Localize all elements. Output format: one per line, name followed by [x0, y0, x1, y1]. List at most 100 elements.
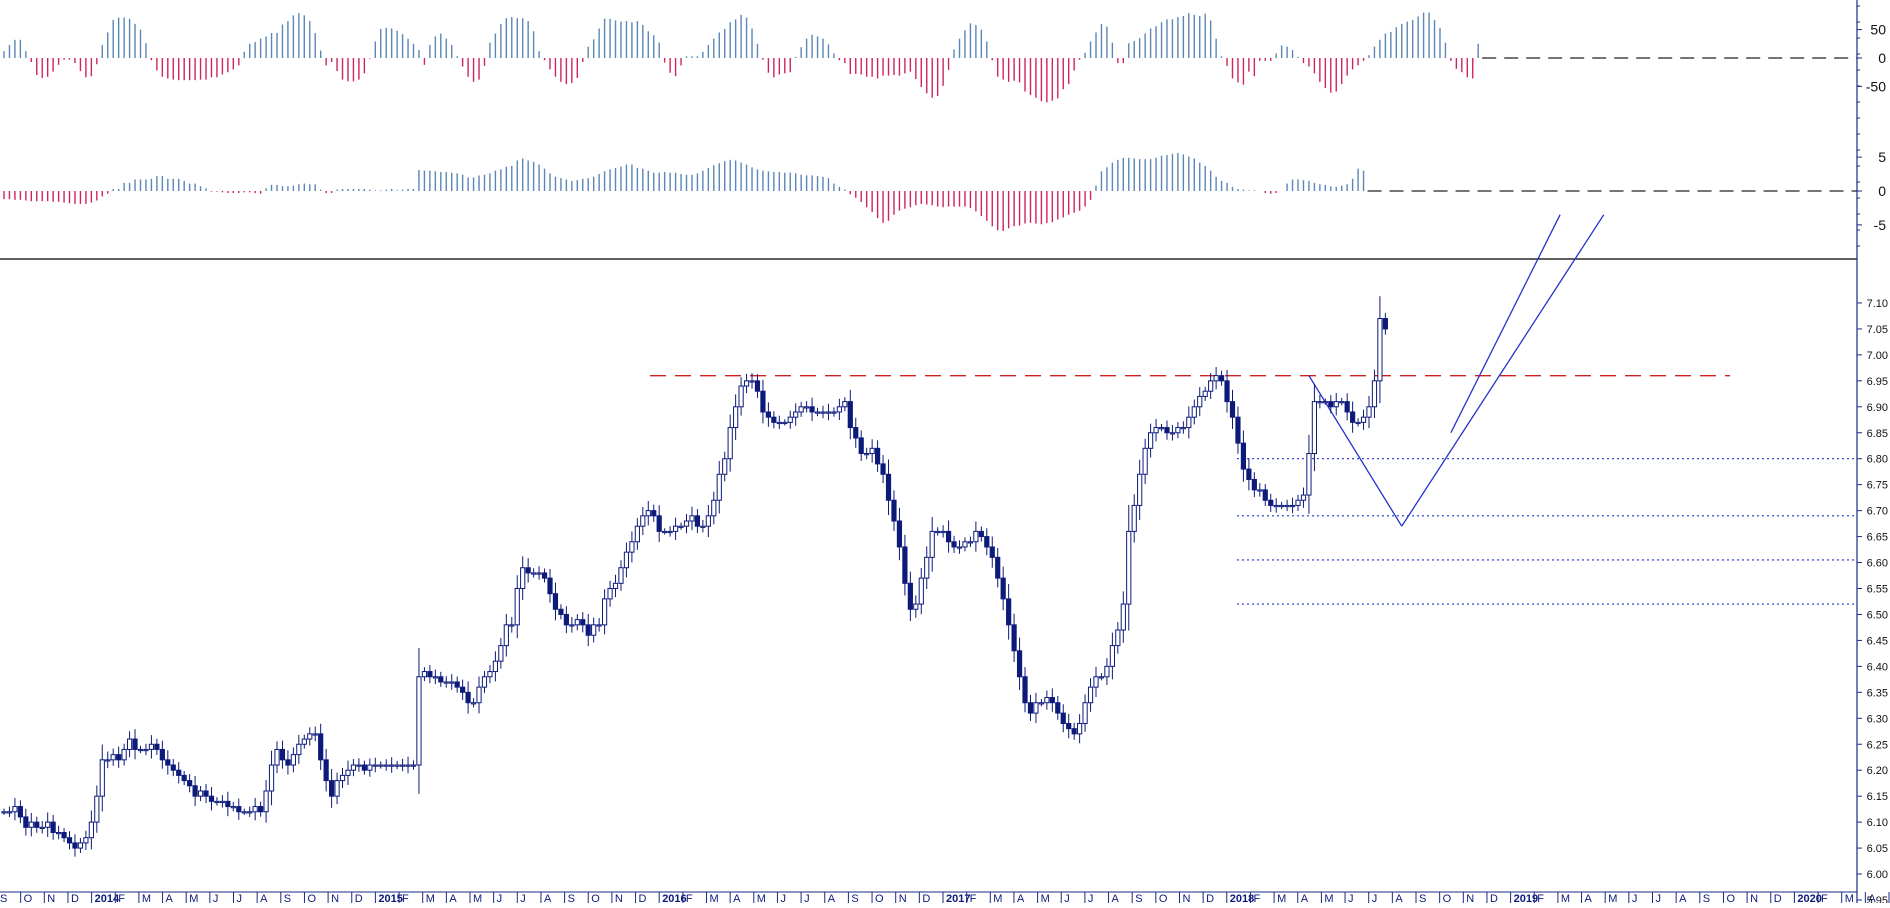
- candle-body: [1300, 494, 1307, 501]
- x-tick-label: M: [1324, 893, 1333, 903]
- x-tick-label: 2017: [946, 893, 970, 903]
- candle-body: [1180, 427, 1186, 430]
- y-tick-label: 6.10: [1867, 817, 1888, 829]
- candle-body: [361, 764, 367, 771]
- candle-body: [219, 800, 226, 804]
- candle-body: [1339, 401, 1345, 404]
- candle-body: [951, 541, 957, 548]
- x-tick-label: J: [1088, 893, 1094, 903]
- candle-body: [443, 681, 449, 684]
- x-tick-label: S: [851, 893, 858, 903]
- candle-body: [864, 453, 870, 456]
- candle-body: [34, 821, 40, 828]
- y-tick-label: 6.25: [1867, 739, 1888, 751]
- candle-body: [383, 764, 389, 767]
- candle-body: [531, 572, 537, 575]
- y-tick-label: 6.30: [1867, 713, 1888, 725]
- x-tick-label: M: [710, 893, 719, 903]
- x-tick-label: N: [899, 893, 907, 903]
- candle-body: [329, 780, 335, 797]
- candle-body: [279, 748, 286, 761]
- candle-body: [995, 556, 1001, 579]
- candle-body: [427, 671, 433, 678]
- candle-body: [694, 515, 701, 527]
- candle-body: [651, 510, 657, 517]
- candle-body: [754, 380, 761, 392]
- candle-body: [1360, 416, 1367, 423]
- candle-body: [1295, 499, 1301, 506]
- candle-body: [154, 743, 160, 750]
- candle-body: [727, 427, 733, 460]
- candle-body: [236, 806, 242, 813]
- x-tick-label: A: [260, 893, 268, 903]
- x-tick-label: A: [828, 893, 836, 903]
- candle-body: [547, 577, 553, 595]
- x-tick-label: F: [402, 893, 409, 903]
- candle-body: [924, 556, 930, 579]
- candle-body: [591, 624, 597, 636]
- candle-body: [820, 411, 826, 414]
- candle-body: [858, 437, 864, 455]
- candle-body: [1197, 395, 1203, 408]
- candle-body: [585, 624, 591, 636]
- trendline: [1450, 214, 1561, 434]
- x-tick-label: M: [142, 893, 151, 903]
- candle-body: [45, 821, 51, 828]
- candle-body: [378, 764, 384, 767]
- x-tick-label: J: [804, 893, 810, 903]
- y-tick-label: 6.20: [1867, 765, 1888, 777]
- x-tick-label: A: [733, 893, 741, 903]
- candle-body: [596, 624, 602, 627]
- x-tick-label: S: [568, 893, 575, 903]
- y-tick-label: 6.35: [1867, 687, 1888, 699]
- y-tick-label: 6.55: [1867, 584, 1888, 596]
- candle-body: [143, 748, 149, 752]
- x-tick-label: J: [497, 893, 503, 903]
- candle-body: [1066, 722, 1072, 730]
- candle-body: [6, 811, 13, 814]
- candle-body: [667, 530, 673, 534]
- y-tick-label: 6.70: [1867, 506, 1888, 518]
- x-tick-label: J: [1656, 893, 1662, 903]
- candle-body: [137, 748, 144, 752]
- candle-body: [1006, 598, 1012, 626]
- candle-body: [798, 406, 804, 413]
- candle-body: [230, 806, 236, 809]
- candle-body: [978, 530, 984, 538]
- candle-body: [1055, 702, 1061, 714]
- candle-body: [66, 837, 73, 844]
- candle-body: [1104, 665, 1110, 678]
- candle-body: [1202, 390, 1208, 397]
- y-tick-label: 6.65: [1867, 532, 1888, 544]
- x-tick-label: M: [189, 893, 198, 903]
- x-tick-label: N: [1466, 893, 1474, 903]
- candle-body: [1268, 499, 1274, 506]
- candle-body: [1218, 375, 1225, 382]
- candle-body: [290, 754, 296, 766]
- candle-body: [607, 588, 613, 600]
- oscillator-panel-2: 50-5: [3, 5, 1886, 247]
- candle-body: [312, 733, 318, 736]
- candle-body: [334, 780, 340, 797]
- candle-body: [225, 800, 231, 808]
- x-tick-label: D: [1774, 893, 1782, 903]
- x-tick-label: A: [1112, 893, 1120, 903]
- candle-body: [203, 790, 209, 797]
- x-tick-label: S: [284, 893, 291, 903]
- candle-body: [410, 764, 417, 767]
- candle-body: [192, 785, 198, 797]
- candle-body: [1371, 380, 1378, 408]
- x-tick-label: M: [1608, 893, 1617, 903]
- x-tick-label: O: [307, 893, 316, 903]
- candle-body: [487, 671, 493, 678]
- candle-body: [1273, 504, 1279, 508]
- candle-body: [1126, 530, 1132, 605]
- candle-body: [984, 536, 990, 548]
- candle-body: [525, 567, 531, 574]
- candle-body: [1060, 712, 1066, 724]
- x-tick-label: M: [1277, 893, 1286, 903]
- x-tick-label: O: [875, 893, 884, 903]
- candle-body: [558, 608, 564, 615]
- candle-body: [1011, 624, 1017, 652]
- price-panel: [1, 214, 1857, 857]
